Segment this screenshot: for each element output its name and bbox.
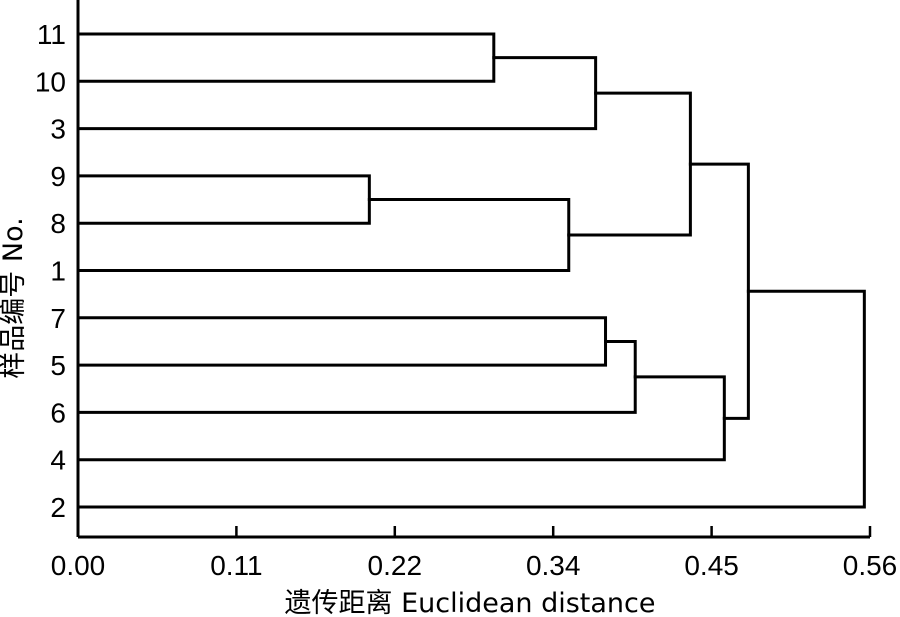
dendrogram-branch-c4 (76, 198, 571, 272)
y-tick-label-5: 5 (50, 350, 66, 381)
x-axis-ticks: 0.00 0.11 0.22 0.34 0.45 0.56 (51, 526, 898, 581)
dendrogram-branch-c6 (76, 316, 608, 367)
x-tick-label: 0.56 (843, 550, 898, 581)
y-tick-label-7: 7 (50, 303, 66, 334)
x-tick-label: 0.00 (51, 550, 106, 581)
dendrogram-branch-c10 (76, 289, 866, 509)
dendrogram-branch-c9 (688, 162, 750, 420)
x-tick-label: 0.11 (210, 550, 262, 581)
y-axis-ticks: 11 10 3 9 8 1 7 5 6 4 2 (35, 19, 66, 523)
y-tick-label-6: 6 (50, 397, 66, 428)
axes (76, 0, 870, 539)
x-tick-label: 0.22 (368, 550, 423, 581)
y-tick-label-11: 11 (37, 19, 66, 50)
x-tick-label: 0.45 (684, 550, 739, 581)
dendrogram-branches (76, 32, 866, 509)
y-tick-label-8: 8 (50, 208, 66, 239)
dendrogram-branch-c5 (567, 91, 692, 237)
dendrogram-branch-c7 (76, 339, 637, 414)
y-tick-label-9: 9 (50, 161, 66, 192)
y-tick-label-1: 1 (50, 256, 66, 287)
y-tick-label-4: 4 (50, 445, 66, 476)
x-tick-label: 0.34 (526, 550, 581, 581)
dendrogram-branch-c3 (76, 174, 371, 225)
y-tick-label-2: 2 (50, 492, 66, 523)
dendrogram-branch-c2 (76, 56, 598, 131)
dendrogram-branch-c8 (76, 375, 726, 462)
y-tick-label-10: 10 (35, 66, 66, 97)
y-axis-title: 样品编号 No. (0, 217, 29, 378)
y-tick-label-3: 3 (50, 114, 66, 145)
dendrogram-branch-c1 (76, 32, 496, 83)
x-axis-title: 遗传距离 Euclidean distance (285, 588, 656, 617)
